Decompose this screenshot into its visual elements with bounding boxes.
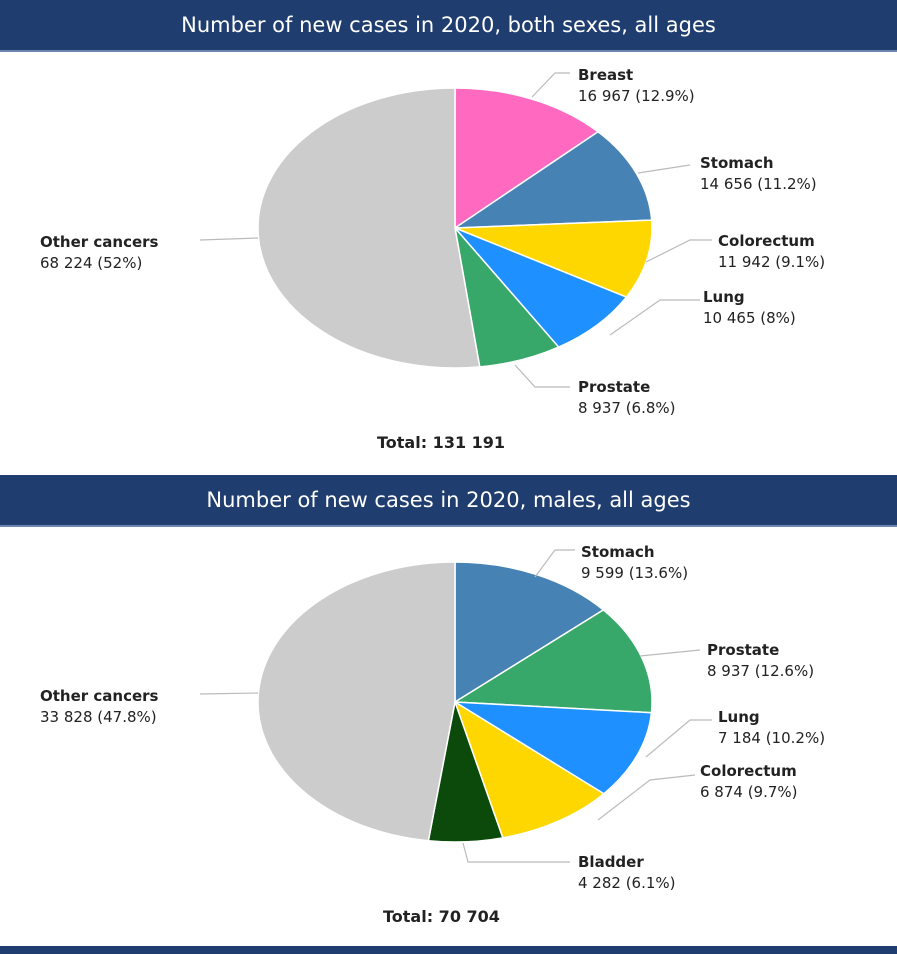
- leader-line: [199, 237, 259, 241]
- pie-slice-stomach: [452, 130, 653, 229]
- leader-line: [609, 299, 700, 336]
- label-breast: Breast 16 967 (12.9%): [578, 66, 695, 105]
- label-stomach: Stomach 9 599 (13.6%): [581, 543, 689, 582]
- label-colorectum: Colorectum 6 874 (9.7%): [700, 762, 798, 801]
- leader-line: [462, 842, 570, 863]
- chart-title-males: Number of new cases in 2020, males, all …: [0, 475, 897, 527]
- leader-line: [597, 774, 696, 821]
- leader-line: [199, 692, 259, 695]
- label-bladder: Bladder 4 282 (6.1%): [578, 853, 676, 892]
- label-colorectum: Colorectum 11 942 (9.1%): [718, 232, 826, 271]
- label-prostate: Prostate 8 937 (12.6%): [707, 641, 815, 680]
- leader-line: [645, 719, 712, 758]
- total-both-sexes: Total: 131 191: [377, 433, 506, 452]
- label-lung: Lung 7 184 (10.2%): [718, 708, 826, 747]
- label-lung: Lung 10 465 (8%): [703, 288, 796, 327]
- leader-line: [514, 364, 570, 388]
- pie-slice-lung: [454, 227, 628, 348]
- leader-line: [637, 164, 691, 174]
- leader-line: [534, 549, 575, 578]
- leader-line: [645, 239, 712, 263]
- leader-line: [531, 72, 570, 98]
- leader-line: [639, 649, 701, 657]
- footer-bar: [0, 946, 897, 954]
- label-other-cancers: Other cancers 33 828 (47.8%): [40, 687, 159, 726]
- pie-both-sexes: [257, 87, 653, 369]
- pie-males: [257, 561, 653, 843]
- total-males: Total: 70 704: [383, 907, 500, 926]
- pie-slice-colorectum: [453, 700, 606, 839]
- chart-title-both-sexes: Number of new cases in 2020, both sexes,…: [0, 0, 897, 52]
- label-other-cancers: Other cancers 68 224 (52%): [40, 233, 159, 272]
- pie-slice-other-cancers: [257, 561, 456, 842]
- label-prostate: Prostate 8 937 (6.8%): [578, 378, 676, 417]
- leader-lines: [199, 72, 712, 863]
- pie-slice-prostate: [452, 609, 653, 714]
- pie-slice-breast: [454, 87, 600, 230]
- pie-slice-lung: [454, 701, 653, 795]
- label-stomach: Stomach 14 656 (11.2%): [700, 154, 817, 193]
- pie-slice-other-cancers: [257, 87, 481, 369]
- pie-slice-colorectum: [454, 219, 653, 298]
